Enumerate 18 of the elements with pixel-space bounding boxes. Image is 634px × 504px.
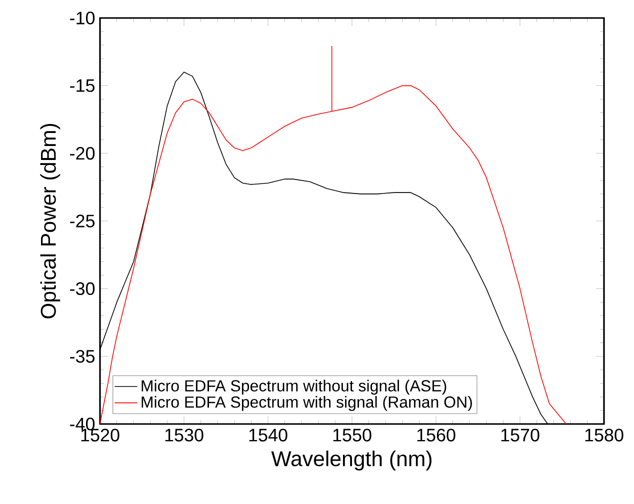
y-tick-label: -20 [70, 146, 95, 160]
legend-label: Micro EDFA Spectrum with signal (Raman ON) [142, 396, 472, 411]
y-tick-label: -30 [70, 282, 95, 296]
y-tick-label: -10 [70, 12, 95, 24]
x-tick-label: 1580 [585, 428, 624, 442]
legend-label: Micro EDFA Spectrum without signal (ASE) [142, 380, 446, 395]
x-tick-label: 1570 [501, 428, 540, 442]
x-tick-label: 1520 [81, 428, 120, 442]
x-tick-label: 1530 [165, 428, 204, 442]
y-tick-label: -40 [70, 418, 95, 430]
x-axis-title: Wavelength (nm) [271, 450, 432, 470]
y-axis-title: Optical Power (dBm) [40, 124, 60, 318]
y-tick-label: -15 [70, 79, 95, 92]
x-tick-label: 1560 [417, 428, 456, 442]
x-tick-label: 1540 [249, 428, 288, 442]
y-tick-label: -35 [70, 350, 95, 363]
y-tick-label: -25 [70, 214, 95, 228]
x-tick-label: 1550 [333, 428, 372, 442]
